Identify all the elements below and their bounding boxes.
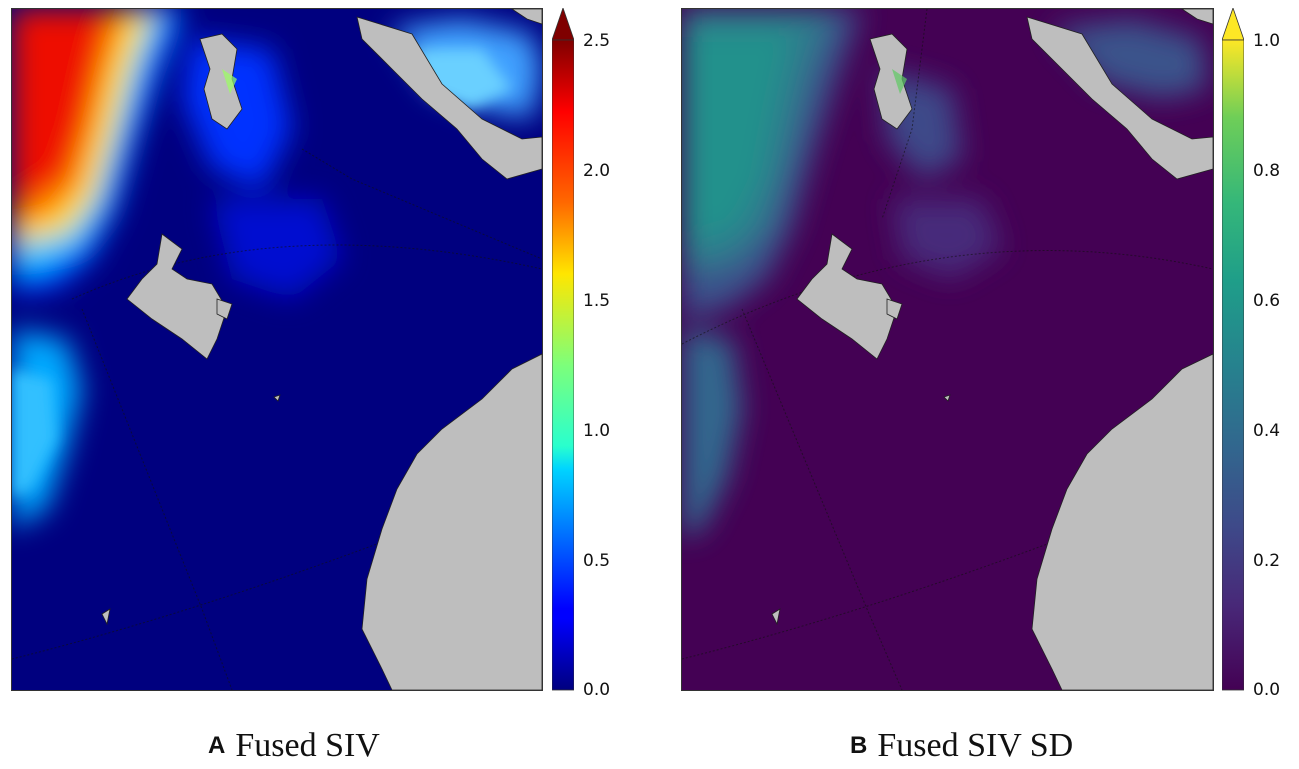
colorbar-a-tick-label: 1.5: [583, 290, 611, 311]
map-fused-siv-sd: [681, 8, 1214, 691]
colorbar-b-tick-label: 0.4: [1253, 420, 1281, 441]
land-masses: [771, 9, 1213, 690]
archipelago-north: [869, 33, 913, 130]
panel-letter: B: [850, 732, 868, 759]
colorbar-a-tick-label: 0.5: [583, 550, 611, 571]
colorbar-b-tick-label: 0.0: [1253, 679, 1281, 700]
graticule: [12, 148, 542, 690]
colorbar-a-tick-label: 2.5: [583, 30, 611, 51]
island-west: [796, 233, 898, 360]
map-canvas-a: [12, 9, 542, 690]
land-masses: [101, 9, 542, 690]
colorbar-b-tick-label: 0.6: [1253, 290, 1281, 311]
colorbar-gradient: [552, 39, 574, 691]
colorbar-a-tick-label: 0.0: [583, 679, 611, 700]
colorbar-a-tick-label: 1.0: [583, 420, 611, 441]
graticule: [682, 9, 1213, 690]
caption-a: A Fused SIV: [208, 727, 380, 765]
colorbar-b-tick-label: 0.2: [1253, 550, 1281, 571]
map-fused-siv: [11, 8, 543, 691]
panel-letter: A: [208, 732, 226, 759]
colorbar-a-tick-label: 2.0: [583, 160, 611, 181]
landmass-northeast: [1026, 16, 1213, 180]
uncertainty-field: [682, 9, 1207, 539]
colorbar-extend-arrow: [1222, 8, 1244, 41]
colorbar-b-tick-label: 1.0: [1253, 30, 1281, 51]
archipelago-north: [199, 33, 243, 130]
island-west: [126, 233, 228, 360]
landmass-northeast: [356, 16, 542, 180]
colorbar-b-tick-label: 0.8: [1253, 160, 1281, 181]
panel-title: Fused SIV: [235, 727, 380, 764]
colorbar-extend-arrow: [552, 8, 574, 41]
caption-b: B Fused SIV SD: [850, 727, 1073, 765]
landmass-southeast: [1031, 353, 1213, 690]
colorbar-b: [1222, 8, 1244, 691]
panel-title: Fused SIV SD: [877, 727, 1074, 764]
colorbar-gradient: [1222, 39, 1244, 691]
colorbar-a: [552, 8, 574, 691]
map-canvas-b: [682, 9, 1213, 690]
landmass-southeast: [361, 353, 542, 690]
